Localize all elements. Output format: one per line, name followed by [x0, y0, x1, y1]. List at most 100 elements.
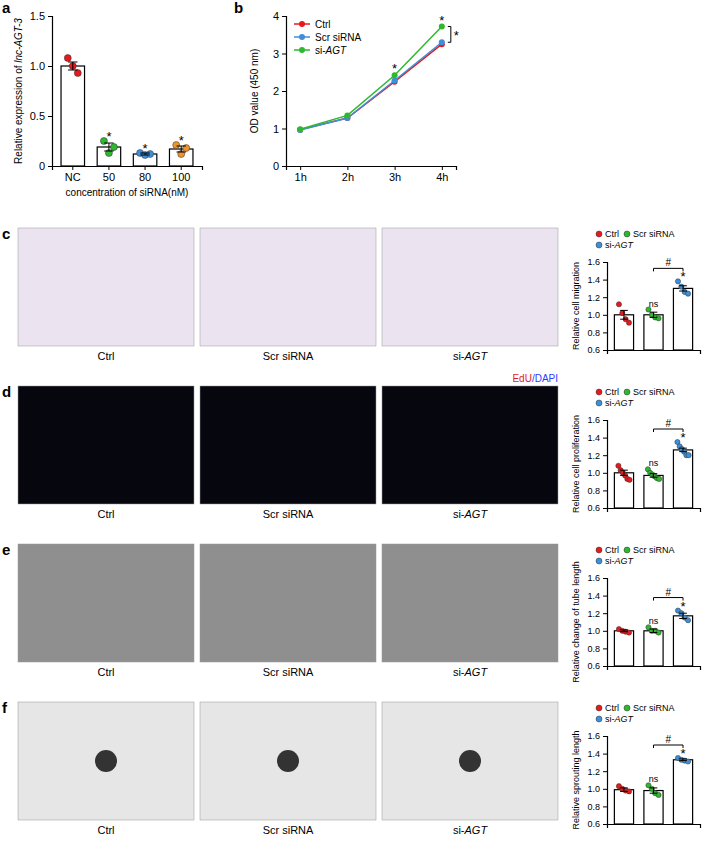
- y-tick-label: 0.6: [587, 661, 600, 671]
- image-caption: Scr siRNA: [263, 508, 314, 520]
- y-axis-title: Relative expression of lnc-AGT-3: [13, 18, 24, 164]
- micrograph: [200, 702, 376, 820]
- text-part: AGT: [463, 508, 488, 520]
- panel-letter: d: [2, 383, 11, 400]
- y-tick-mark: [603, 280, 607, 281]
- x-tick-label: 80: [139, 171, 151, 183]
- error-bar: [620, 310, 628, 319]
- legend-label: si-AGT: [605, 556, 635, 566]
- legend-marker: [299, 34, 305, 40]
- panel-letter: f: [2, 699, 8, 716]
- error-bar: [650, 788, 658, 793]
- y-tick-label: 1.0: [587, 468, 600, 478]
- annotation: *: [439, 13, 444, 28]
- legend-label: Ctrl: [605, 229, 619, 239]
- text-part: Ctrl: [97, 508, 114, 520]
- y-tick-mark: [603, 771, 607, 772]
- text-part: 80: [139, 171, 151, 183]
- legend-entry: Ctrl: [596, 229, 619, 239]
- y-tick-mark: [603, 297, 607, 298]
- text-part: Ctrl: [605, 387, 619, 397]
- text-part: si-: [605, 240, 615, 250]
- y-tick-label: 0.8: [587, 802, 600, 812]
- legend-entry: Scr siRNA: [624, 229, 675, 239]
- legend-marker: [624, 705, 630, 711]
- comparison-bracket: [654, 429, 684, 432]
- y-tick-mark: [603, 824, 607, 825]
- text-part: Scr siRNA: [633, 229, 675, 239]
- text-part: lnc-AGT-3: [13, 18, 24, 63]
- micrograph: [18, 228, 194, 346]
- y-tick-label: 1.6: [587, 731, 600, 741]
- significance-label: ns: [649, 458, 659, 468]
- x-tick: 2h: [342, 166, 354, 183]
- legend-marker: [624, 389, 630, 395]
- bar: [673, 616, 692, 666]
- y-tick-label: 1.4: [587, 749, 600, 759]
- data-point: [616, 302, 621, 307]
- panel-letter: a: [2, 0, 11, 16]
- legend-marker: [596, 242, 602, 248]
- y-tick-label: 0.5: [30, 110, 45, 122]
- plot-area: [614, 755, 692, 824]
- x-axis: [608, 509, 701, 513]
- x-tick-label: NC: [65, 171, 81, 183]
- panel-letter: c: [2, 225, 10, 242]
- data-point: [686, 453, 691, 458]
- bar: [614, 473, 633, 508]
- y-tick-mark: [603, 806, 607, 807]
- x-axis: 1h2h3h4h: [287, 166, 457, 183]
- y-tick: 0: [39, 160, 52, 172]
- y-tick-label: 0.6: [587, 503, 600, 513]
- y-tick: 1.6: [587, 415, 607, 425]
- x-axis-line: [287, 167, 457, 171]
- series-line: [300, 27, 442, 130]
- y-tick-label: 1.5: [30, 10, 45, 22]
- y-axis-title: Relative change of tube length: [571, 561, 581, 683]
- legend-entry: Scr siRNA: [294, 32, 361, 43]
- y-tick: 0.8: [587, 802, 607, 812]
- y-axis: 0.60.81.01.21.41.6: [587, 731, 607, 829]
- y-tick-label: 1.6: [587, 415, 600, 425]
- error-bar: [620, 630, 628, 632]
- bar: [614, 790, 633, 824]
- error-bar: [650, 474, 658, 478]
- legend-marker: [624, 231, 630, 237]
- legend-label: si-AGT: [605, 714, 635, 724]
- text-part: AGT: [325, 45, 347, 56]
- text-part: Scr siRNA: [633, 387, 675, 397]
- y-tick-mark: [603, 754, 607, 755]
- comparison-label: #: [665, 587, 671, 598]
- y-tick-mark: [603, 350, 607, 351]
- text-part: Scr siRNA: [263, 350, 314, 362]
- legend-entry: Ctrl: [596, 387, 619, 397]
- text-part: Ctrl: [605, 703, 619, 713]
- y-tick-mark: [603, 596, 607, 597]
- panel-letter: b: [234, 0, 243, 16]
- x-axis: NC5080100: [53, 166, 203, 183]
- legend-label: si-AGT: [605, 398, 635, 408]
- y-axis-line: [603, 263, 608, 351]
- text-part: 50: [103, 171, 115, 183]
- legend-label: si-AGT: [605, 240, 635, 250]
- text-part: Scr siRNA: [263, 666, 314, 678]
- data-point: [626, 320, 631, 325]
- y-tick: 0.6: [587, 661, 607, 671]
- comparison-bracket: [654, 268, 684, 271]
- y-tick: 1.2: [587, 609, 607, 619]
- legend-marker: [624, 547, 630, 553]
- error-bar: [620, 470, 628, 475]
- image-caption: si-AGT: [453, 508, 489, 520]
- image-caption: si-AGT: [453, 350, 489, 362]
- y-tick: 1.0: [587, 626, 607, 636]
- image-caption: Scr siRNA: [263, 350, 314, 362]
- y-tick-mark: [603, 262, 607, 263]
- y-tick-label: 0.6: [587, 345, 600, 355]
- micrograph: [382, 228, 558, 346]
- image-caption: Ctrl: [97, 666, 114, 678]
- y-tick-label: 0.8: [587, 644, 600, 654]
- legend-marker: [596, 705, 602, 711]
- x-tick: NC: [65, 166, 81, 183]
- bar-panel: NC508010000.51.01.5Relative expression o…: [13, 10, 203, 198]
- legend-entry: Ctrl: [596, 545, 619, 555]
